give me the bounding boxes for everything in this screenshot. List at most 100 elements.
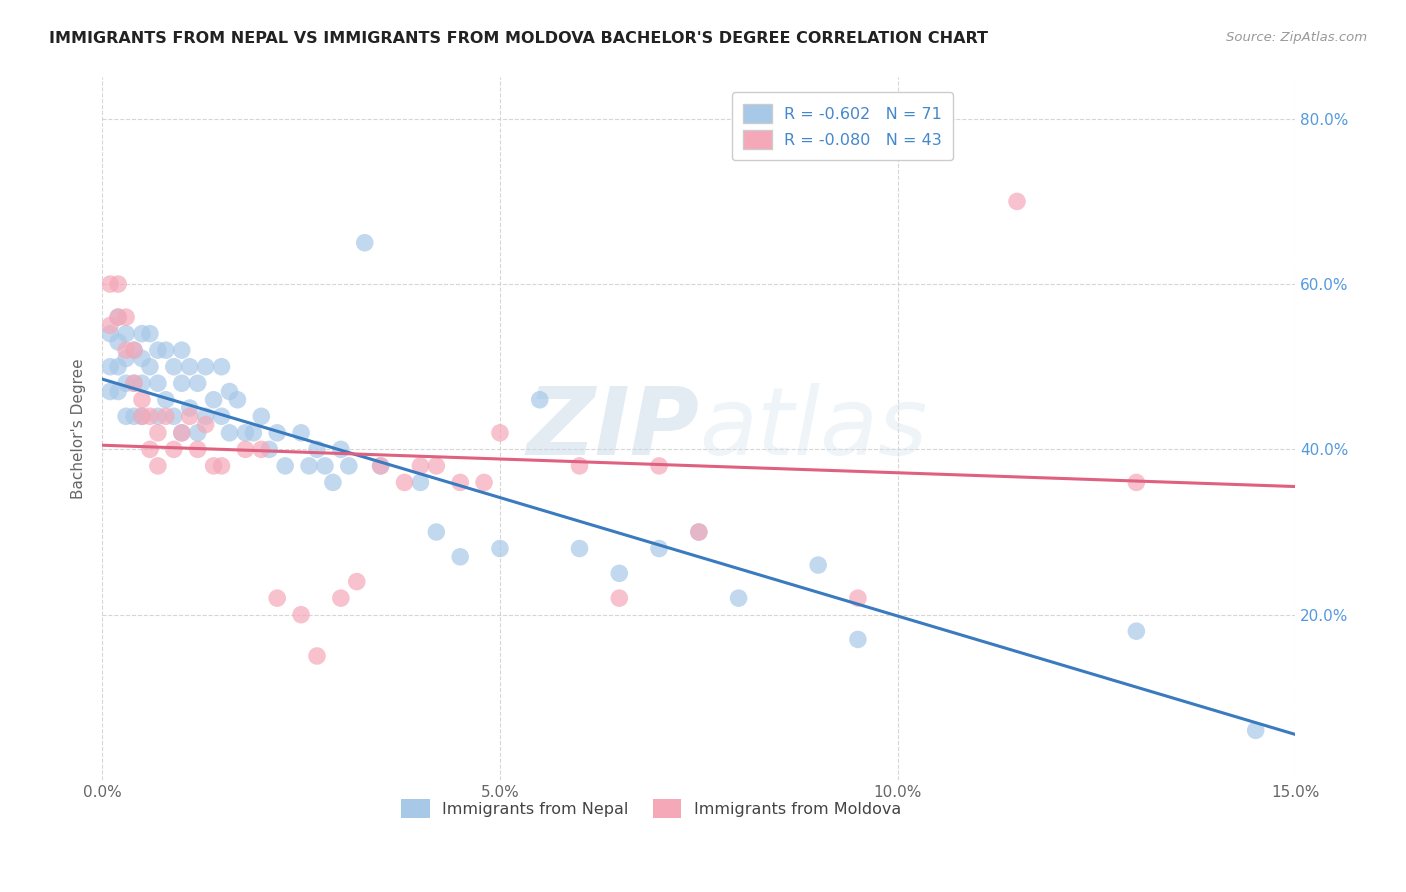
Point [607,566,630,581]
Point [266,591,288,606]
Point [115,310,138,325]
Point [139,359,162,374]
Point [139,442,162,457]
Point [194,409,217,424]
Point [807,558,830,572]
Point [648,458,671,473]
Point [170,425,193,440]
Point [115,376,138,391]
Text: ZIP: ZIP [526,383,699,475]
Point [139,409,162,424]
Y-axis label: Bachelor's Degree: Bachelor's Degree [72,359,86,499]
Point [329,591,352,606]
Point [305,648,328,663]
Point [688,524,710,539]
Point [122,409,145,424]
Point [727,591,749,606]
Point [155,392,177,407]
Point [107,310,129,325]
Point [98,277,121,291]
Point [163,359,186,374]
Point [290,607,312,622]
Text: IMMIGRANTS FROM NEPAL VS IMMIGRANTS FROM MOLDOVA BACHELOR'S DEGREE CORRELATION C: IMMIGRANTS FROM NEPAL VS IMMIGRANTS FROM… [49,31,988,46]
Point [472,475,495,490]
Point [846,591,869,606]
Point [179,359,201,374]
Point [1125,475,1147,490]
Point [131,351,153,366]
Point [107,277,129,291]
Point [290,425,312,440]
Point [122,343,145,358]
Point [235,442,257,457]
Point [107,310,129,325]
Point [202,458,225,473]
Point [187,442,209,457]
Point [235,425,257,440]
Point [98,326,121,341]
Point [170,343,193,358]
Point [314,458,336,473]
Point [122,343,145,358]
Point [211,409,233,424]
Point [163,442,186,457]
Point [370,458,392,473]
Point [211,458,233,473]
Point [353,235,375,250]
Point [122,376,145,391]
Point [568,458,591,473]
Point [607,591,630,606]
Point [98,318,121,333]
Point [122,376,145,391]
Point [568,541,591,556]
Point [489,541,512,556]
Point [131,326,153,341]
Point [131,392,153,407]
Point [242,425,264,440]
Point [115,351,138,366]
Point [131,409,153,424]
Point [409,475,432,490]
Point [131,376,153,391]
Point [98,384,121,399]
Point [146,343,169,358]
Point [1125,624,1147,639]
Point [394,475,416,490]
Point [146,376,169,391]
Point [370,458,392,473]
Point [218,425,240,440]
Point [449,475,471,490]
Point [98,359,121,374]
Point [337,458,360,473]
Point [329,442,352,457]
Point [298,458,321,473]
Point [529,392,551,407]
Point [107,359,129,374]
Point [250,442,273,457]
Point [1005,194,1028,209]
Point [409,458,432,473]
Point [170,425,193,440]
Point [322,475,344,490]
Point [211,359,233,374]
Point [425,524,447,539]
Point [163,409,186,424]
Point [1244,723,1267,738]
Point [194,359,217,374]
Point [170,376,193,391]
Point [115,409,138,424]
Point [202,392,225,407]
Point [115,343,138,358]
Point [218,384,240,399]
Point [155,409,177,424]
Point [179,409,201,424]
Point [179,401,201,415]
Point [226,392,249,407]
Point [146,458,169,473]
Point [146,409,169,424]
Point [846,632,869,647]
Text: atlas: atlas [699,384,927,475]
Point [146,425,169,440]
Point [688,524,710,539]
Point [259,442,281,457]
